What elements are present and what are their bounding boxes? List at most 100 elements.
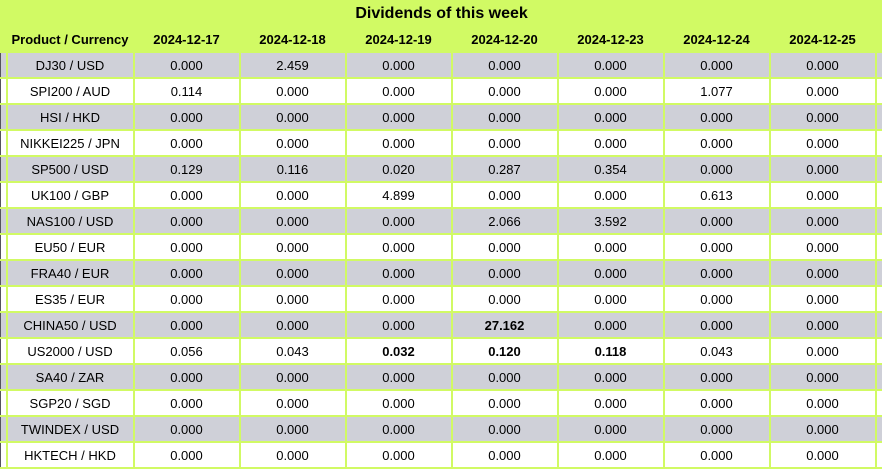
dividend-cell: 0.000 [556, 103, 665, 131]
row-header-product: NIKKEI225 / JPN [5, 129, 135, 157]
dividend-cell: 0.000 [662, 441, 771, 469]
dividend-cell: 0.287 [450, 155, 559, 183]
dividend-cell: 0.000 [450, 415, 559, 443]
dividend-cell: 0.000 [768, 337, 877, 365]
dividend-cell: 4.899 [344, 181, 453, 209]
dividend-cell: 0.000 [132, 207, 241, 235]
row-header-product: NAS100 / USD [5, 207, 135, 235]
dividend-cell: 0.000 [132, 181, 241, 209]
dividend-cell: 0.129 [132, 155, 241, 183]
dividend-cell: 0.000 [344, 441, 453, 469]
dividend-cell: 0.000 [238, 363, 347, 391]
dividend-cell: 0.000 [132, 285, 241, 313]
title-row: Dividends of this week [0, 0, 882, 27]
header-edge-right [875, 27, 882, 52]
dividend-cell: 0.000 [238, 311, 347, 339]
dividend-cell: 0.000 [344, 207, 453, 235]
row-header-product: HKTECH / HKD [5, 441, 135, 469]
table-row: NIKKEI225 / JPN 0.000 0.000 0.000 0.000 0.000… [0, 129, 882, 157]
row-edge-right [874, 259, 882, 287]
dividend-cell: 0.000 [132, 389, 241, 417]
dividend-cell: 0.000 [556, 181, 665, 209]
row-edge-right [874, 285, 882, 313]
dividend-cell: 0.114 [132, 77, 241, 105]
row-edge-left [0, 103, 8, 131]
dividend-cell: 0.000 [238, 129, 347, 157]
dividend-cell: 0.000 [662, 285, 771, 313]
dividend-cell: 0.000 [556, 233, 665, 261]
header-row: Product / Currency 2024-12-17 2024-12-18 2… [0, 27, 882, 52]
dividend-cell: 0.000 [132, 441, 241, 469]
dividend-cell: 0.000 [344, 285, 453, 313]
dividend-cell: 0.000 [132, 129, 241, 157]
row-edge-left [0, 415, 8, 443]
dividend-cell: 0.000 [450, 233, 559, 261]
row-edge-right [874, 207, 882, 235]
dividend-cell: 0.000 [768, 389, 877, 417]
dividend-cell: 0.000 [344, 259, 453, 287]
dividend-cell: 0.000 [238, 415, 347, 443]
dividend-cell: 0.000 [132, 51, 241, 79]
dividend-cell: 0.000 [768, 259, 877, 287]
row-edge-right [874, 337, 882, 365]
column-header-date: 2024-12-17 [133, 27, 240, 52]
dividend-cell: 3.592 [556, 207, 665, 235]
dividend-cell: 0.000 [450, 259, 559, 287]
row-edge-right [874, 415, 882, 443]
header-edge-left [0, 27, 7, 52]
row-header-product: EU50 / EUR [5, 233, 135, 261]
dividend-cell: 0.000 [768, 285, 877, 313]
dividend-cell: 0.000 [132, 259, 241, 287]
row-header-product: SP500 / USD [5, 155, 135, 183]
dividend-cell: 0.000 [768, 103, 877, 131]
dividend-cell: 0.000 [768, 129, 877, 157]
dividend-cell: 0.000 [344, 363, 453, 391]
dividend-cell: 0.000 [662, 415, 771, 443]
dividend-cell: 0.000 [768, 311, 877, 339]
row-edge-left [0, 181, 8, 209]
dividend-cell: 0.000 [344, 415, 453, 443]
dividend-cell: 0.000 [238, 233, 347, 261]
dividend-cell: 0.000 [662, 155, 771, 183]
dividend-cell: 0.000 [556, 311, 665, 339]
row-edge-right [874, 441, 882, 469]
dividend-cell: 0.000 [768, 207, 877, 235]
dividend-cell: 0.000 [556, 77, 665, 105]
dividend-cell: 0.000 [768, 363, 877, 391]
column-header-date: 2024-12-18 [239, 27, 346, 52]
dividend-cell: 0.000 [344, 233, 453, 261]
dividend-cell: 0.000 [662, 259, 771, 287]
dividend-cell: 0.000 [768, 155, 877, 183]
dividend-cell: 0.000 [344, 103, 453, 131]
dividend-cell: 0.000 [344, 311, 453, 339]
row-edge-right [874, 233, 882, 261]
column-header-date: 2024-12-23 [557, 27, 664, 52]
row-header-product: SGP20 / SGD [5, 389, 135, 417]
dividend-cell: 0.118 [556, 337, 665, 365]
dividend-cell: 0.000 [450, 441, 559, 469]
dividend-cell: 0.000 [768, 415, 877, 443]
column-header-date: 2024-12-19 [345, 27, 452, 52]
dividend-cell: 0.000 [238, 207, 347, 235]
dividend-cell: 0.000 [238, 389, 347, 417]
dividend-cell: 0.000 [662, 233, 771, 261]
dividend-cell: 0.000 [238, 285, 347, 313]
row-edge-right [874, 155, 882, 183]
dividend-cell: 0.000 [662, 363, 771, 391]
column-header-date: 2024-12-20 [451, 27, 558, 52]
dividend-cell: 0.000 [344, 77, 453, 105]
dividend-cell: 0.000 [238, 77, 347, 105]
row-header-product: DJ30 / USD [5, 51, 135, 79]
row-edge-right [874, 77, 882, 105]
dividend-cell: 0.000 [450, 181, 559, 209]
dividend-cell: 0.000 [450, 51, 559, 79]
row-header-product: HSI / HKD [5, 103, 135, 131]
row-edge-left [0, 311, 8, 339]
dividend-cell: 0.000 [450, 363, 559, 391]
dividend-cell: 0.000 [344, 389, 453, 417]
row-edge-left [0, 441, 8, 469]
row-header-product: FRA40 / EUR [5, 259, 135, 287]
row-edge-left [0, 77, 8, 105]
dividend-cell: 0.000 [556, 389, 665, 417]
table-row: EU50 / EUR 0.000 0.000 0.000 0.000 0.000 0.000… [0, 233, 882, 261]
